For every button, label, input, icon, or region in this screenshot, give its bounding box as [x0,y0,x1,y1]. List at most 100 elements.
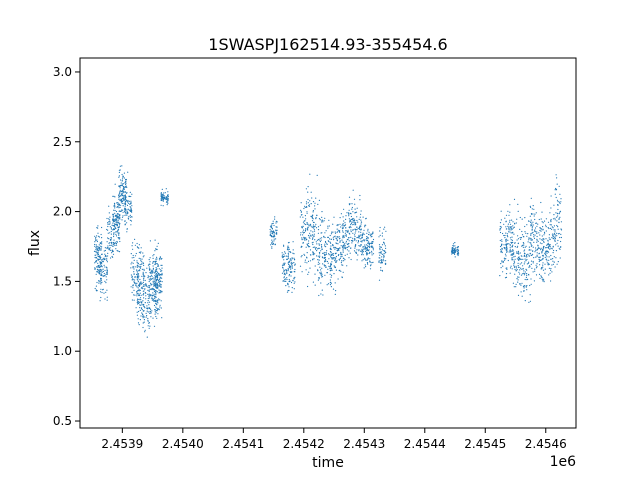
data-point [130,274,132,276]
data-point [528,261,530,263]
data-point [107,247,109,249]
data-point [315,247,317,249]
data-point [532,250,534,252]
data-point [368,231,370,233]
data-point [151,278,153,280]
data-point [116,250,118,252]
data-point [323,254,326,256]
data-point [532,246,534,248]
data-point [133,256,135,259]
data-point [299,216,301,218]
data-point [114,212,116,214]
data-point [553,256,555,258]
data-point [148,304,150,306]
data-point [301,246,303,248]
data-point [542,238,544,240]
data-point [104,253,106,255]
data-point [512,282,515,284]
data-point [310,224,312,226]
data-point [139,319,141,321]
data-point [526,269,528,271]
data-point [309,260,312,262]
data-point [354,219,356,221]
data-point [158,274,160,276]
data-point [132,254,134,257]
data-point [306,262,308,264]
data-point [302,241,304,244]
data-point [96,281,98,284]
data-point [154,313,156,315]
data-point [522,268,524,270]
data-point [110,237,113,239]
data-point [319,266,321,268]
data-point [380,267,382,269]
data-point [281,272,284,274]
data-point [365,218,367,220]
data-point [515,270,517,272]
data-point [148,290,150,293]
data-point [284,279,286,281]
data-point [305,228,307,230]
data-point [104,254,107,257]
data-point [308,205,311,207]
data-point [154,250,156,252]
data-point [98,236,100,238]
data-point [103,250,105,252]
data-point [285,285,287,287]
data-point [549,272,551,274]
data-point [454,251,457,253]
data-point [363,240,365,242]
data-point [126,228,128,230]
data-point [159,257,161,259]
data-point [123,197,125,199]
data-point [530,263,532,265]
data-point [138,269,141,271]
data-point [134,279,136,281]
data-point [142,300,144,302]
data-point [287,254,290,256]
data-point [360,210,362,212]
data-point [310,254,312,256]
data-point [524,261,526,263]
data-point [137,303,139,305]
y-axis-label: flux [27,230,43,256]
data-point [109,244,111,246]
data-point [544,268,546,270]
data-point [517,250,520,252]
data-point [332,254,334,256]
data-point [317,263,319,265]
data-point [146,305,148,307]
data-point [559,216,561,218]
data-point [144,307,146,309]
data-point [110,244,112,247]
data-point [536,254,538,256]
data-point [160,291,162,293]
data-point [156,285,158,287]
data-point [518,266,520,268]
data-point [312,243,314,246]
data-point [343,260,345,262]
data-point [500,263,502,265]
data-point [158,298,160,300]
data-point [120,182,122,184]
data-point [555,189,557,191]
data-point [131,299,133,301]
data-point [288,275,290,277]
chart-title: 1SWASPJ162514.93-355454.6 [208,35,447,54]
data-point [520,284,522,286]
data-point [141,282,143,284]
data-point [289,280,291,283]
data-point [118,207,120,209]
data-point [454,256,456,258]
data-point [145,272,147,274]
data-point [148,301,151,303]
data-point [158,309,160,311]
data-point [105,276,107,278]
data-point [523,274,526,276]
data-point [143,268,145,270]
data-point [548,234,551,236]
data-point [337,248,339,250]
data-point [306,243,308,245]
data-point [304,259,306,261]
data-point [288,257,290,259]
